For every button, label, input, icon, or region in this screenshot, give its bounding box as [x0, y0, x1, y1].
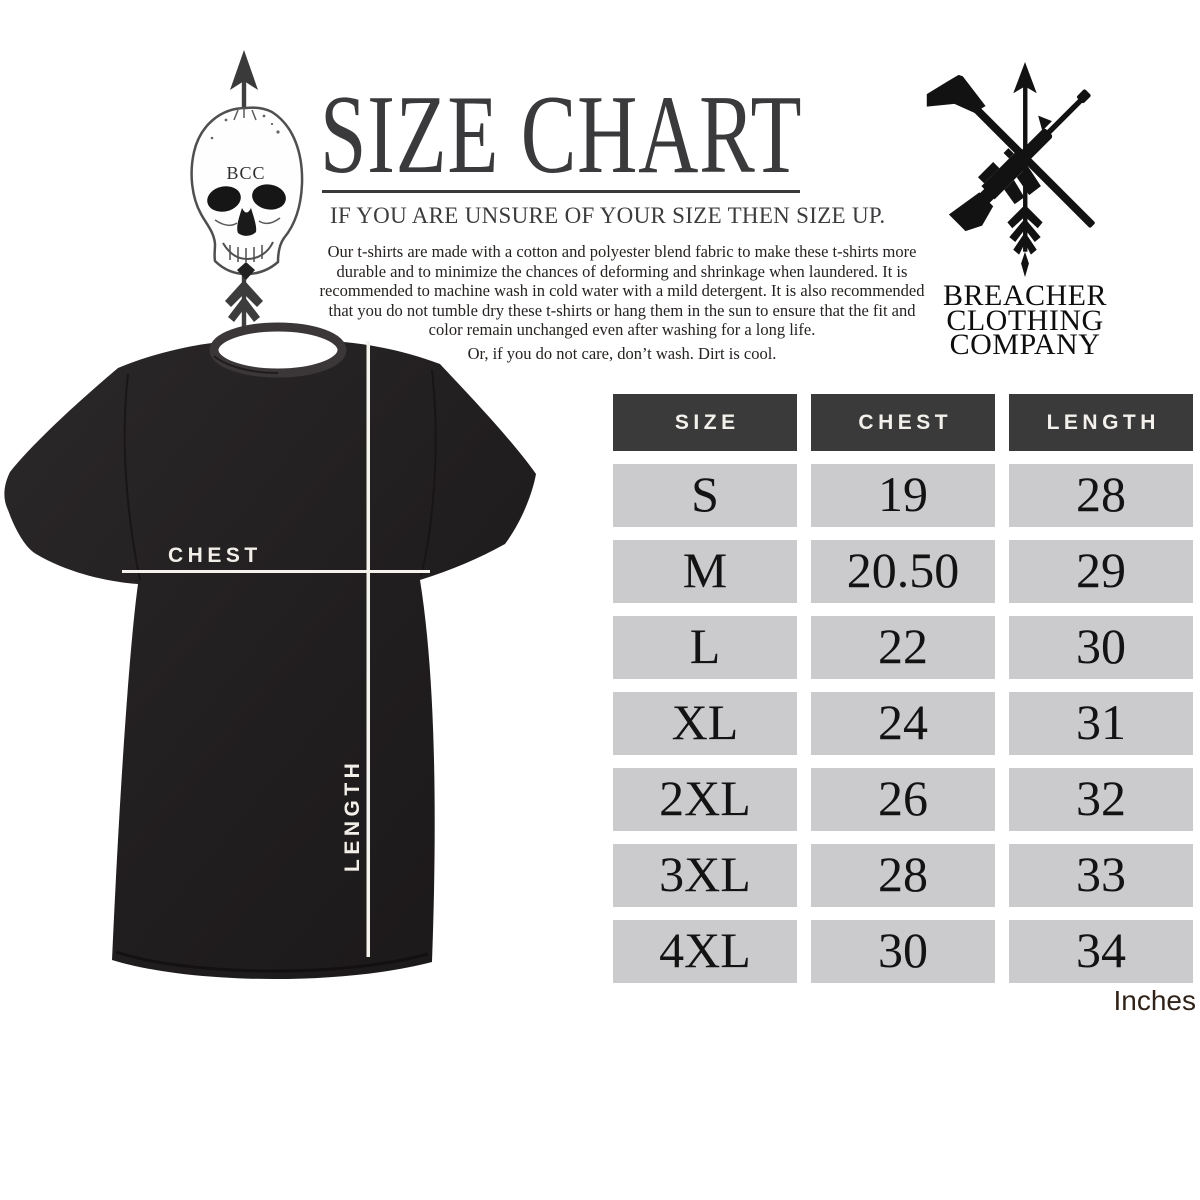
- tshirt-image: [4, 322, 537, 980]
- breacher-crest-logo: [926, 61, 1095, 278]
- cell-size: M: [613, 540, 797, 603]
- cell-length: 30: [1009, 616, 1193, 679]
- brand-name: BREACHER CLOTHING COMPANY: [918, 279, 1132, 361]
- skull-monogram: BCC: [226, 163, 265, 183]
- bcc-skull-logo: BCC: [190, 50, 304, 338]
- care-line: recommended to machine wash in cold wate…: [319, 281, 925, 300]
- chest-label: CHEST: [168, 544, 262, 567]
- care-line: that you do not tumble dry these t-shirt…: [328, 300, 916, 320]
- brand-name-line: BREACHER: [942, 279, 1108, 312]
- brand-name-line: CLOTHING: [946, 303, 1104, 337]
- cell-chest: 22: [811, 616, 995, 679]
- column-header-chest: CHEST: [811, 394, 995, 451]
- cell-chest: 24: [811, 692, 995, 755]
- cell-size: 4XL: [613, 920, 797, 983]
- title-divider: [322, 190, 800, 193]
- chest-measure-line: [122, 570, 430, 573]
- care-line: Our t-shirts are made with a cotton and …: [327, 242, 917, 261]
- cell-chest: 30: [811, 920, 995, 983]
- rifle-icon: [948, 89, 1091, 232]
- arrow-icon: [1007, 61, 1043, 278]
- cell-chest: 20.50: [811, 540, 995, 603]
- length-measure-line: [366, 341, 370, 957]
- cell-length: 31: [1009, 692, 1193, 755]
- cell-length: 34: [1009, 920, 1193, 983]
- column-header-size: SIZE: [613, 394, 797, 451]
- cell-size: XL: [613, 692, 797, 755]
- cell-size: 3XL: [613, 844, 797, 907]
- care-instructions: Our t-shirts are made with a cotton and …: [312, 242, 932, 340]
- care-footnote: Or, if you do not care, don’t wash. Dirt…: [467, 344, 777, 363]
- care-line: durable and to minimize the chances of d…: [336, 261, 908, 281]
- size-up-tagline: IF YOU ARE UNSURE OF YOUR SIZE THEN SIZE…: [330, 203, 886, 228]
- units-label: Inches: [1113, 985, 1197, 1016]
- skull-icon: BCC: [190, 106, 304, 280]
- cell-chest: 28: [811, 844, 995, 907]
- length-label: LENGTH: [341, 759, 364, 872]
- size-chart-table: SIZE CHEST LENGTH S 19 28 M 20.50 29 L 2…: [613, 394, 1193, 983]
- cell-size: 2XL: [613, 768, 797, 831]
- care-line: color remain unchanged even after washin…: [428, 320, 816, 339]
- page-title: SIZE CHART: [320, 73, 803, 197]
- column-header-length: LENGTH: [1009, 394, 1193, 451]
- cell-length: 32: [1009, 768, 1193, 831]
- cell-chest: 26: [811, 768, 995, 831]
- cell-chest: 19: [811, 464, 995, 527]
- tshirt-diagram: CHEST LENGTH: [4, 322, 537, 980]
- cell-size: S: [613, 464, 797, 527]
- cell-length: 29: [1009, 540, 1193, 603]
- cell-size: L: [613, 616, 797, 679]
- brand-name-line: COMPANY: [949, 328, 1101, 361]
- cell-length: 28: [1009, 464, 1193, 527]
- cell-length: 33: [1009, 844, 1193, 907]
